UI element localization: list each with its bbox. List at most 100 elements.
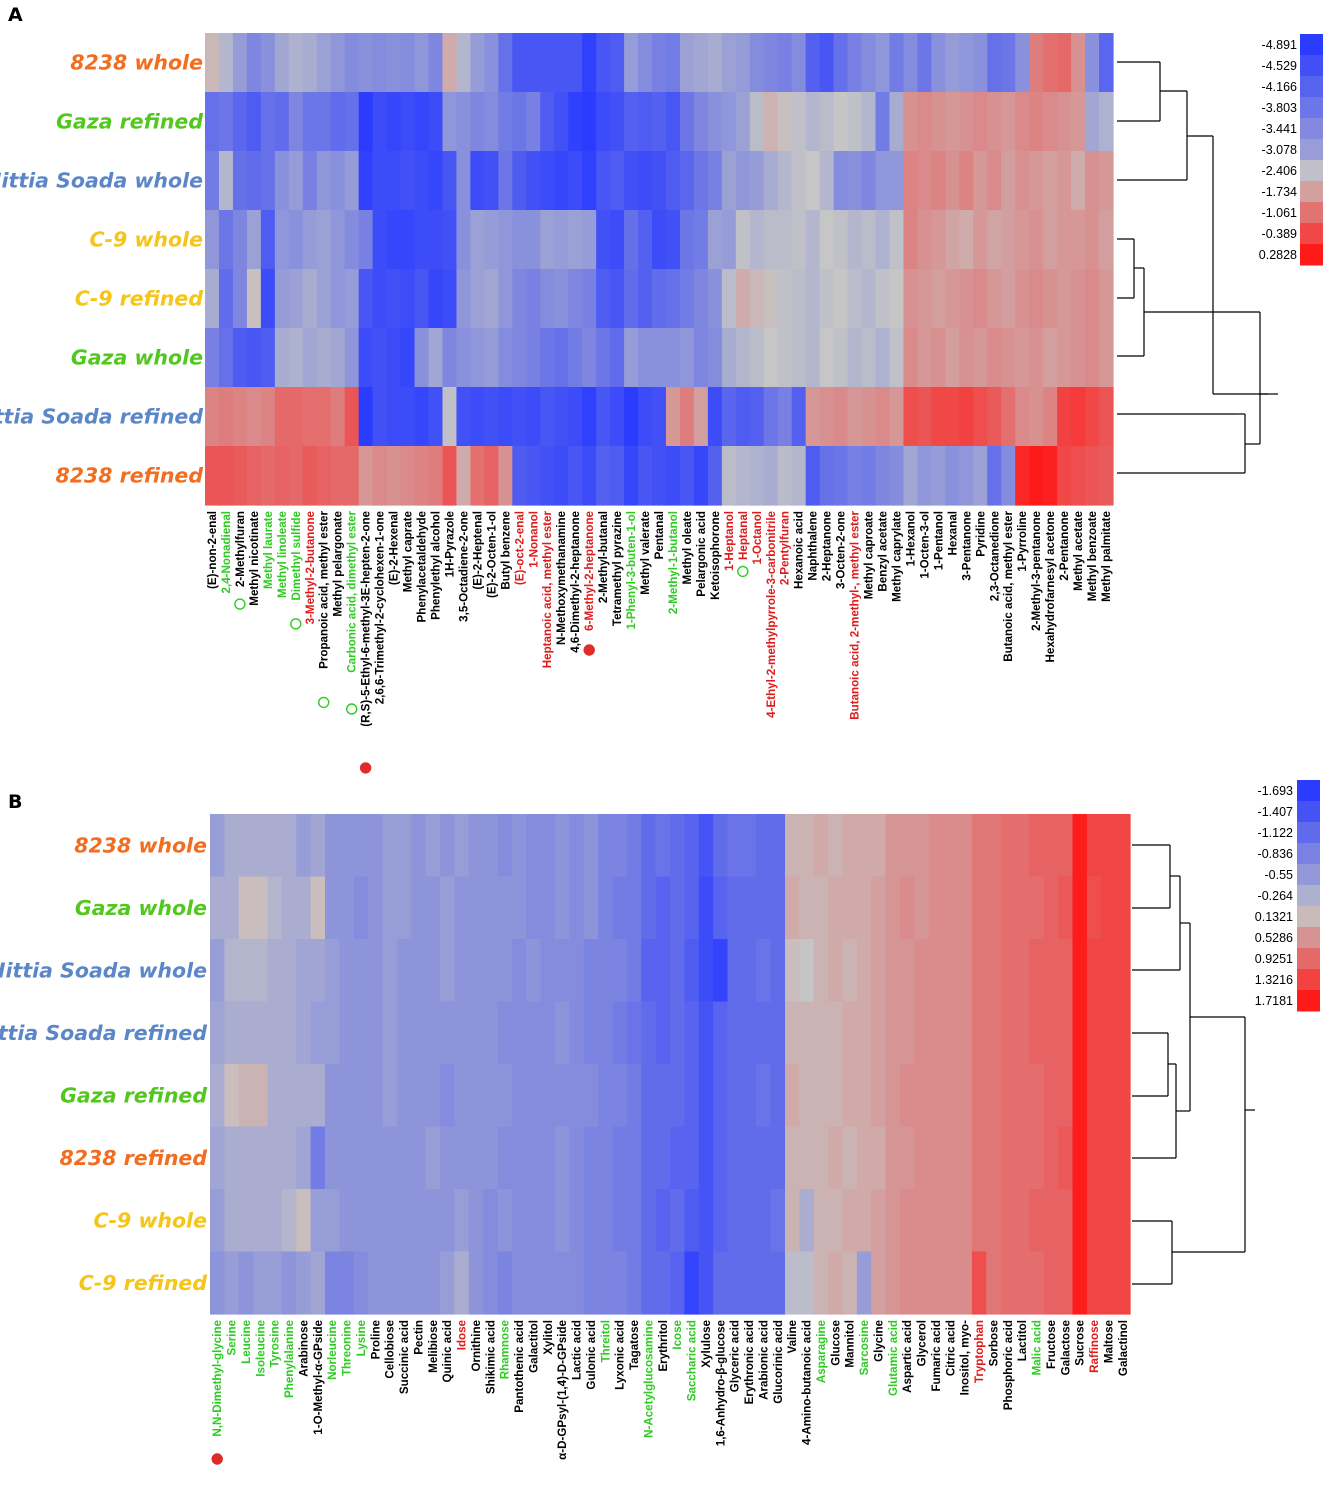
heatmap-cell	[957, 876, 973, 940]
heatmap-cell	[1000, 1189, 1016, 1253]
heatmap-cell	[358, 328, 374, 388]
heatmap-cell	[610, 328, 625, 388]
heatmap-cell	[330, 387, 346, 447]
heatmap-cell	[1099, 328, 1114, 388]
heatmap-cell	[1029, 1064, 1045, 1128]
heatmap-cell	[582, 92, 597, 152]
heatmap-cell	[914, 939, 930, 1003]
heatmap-cell	[555, 1001, 570, 1065]
heatmap-cell	[330, 151, 346, 211]
heatmap-cell	[698, 1001, 714, 1065]
heatmap-cell	[218, 210, 234, 270]
heatmap-cell	[470, 151, 485, 211]
heatmap-cell	[468, 939, 484, 1003]
heatmap-cell	[847, 269, 863, 329]
heatmap-cell	[928, 1064, 944, 1128]
heatmap-cell	[470, 269, 485, 329]
heatmap-cell	[777, 328, 793, 388]
heatmap-cell	[655, 1251, 671, 1315]
heatmap-cell	[777, 387, 793, 447]
heatmap-cell	[805, 328, 821, 388]
heatmap-cell	[626, 1126, 642, 1190]
heatmap-cell	[267, 876, 283, 940]
heatmap-cell	[1057, 151, 1072, 211]
legend-swatch	[1300, 139, 1323, 161]
column-label: (E)-2-Hexenal	[388, 511, 401, 585]
heatmap-cell	[454, 1189, 470, 1253]
heatmap-cell	[1029, 814, 1045, 878]
column-label: N-Methoxymethanamine	[555, 510, 568, 645]
column-label: 1-Octanol	[751, 511, 764, 564]
heatmap-cell	[540, 1251, 556, 1315]
heatmap-cell	[484, 92, 499, 152]
heatmap-cell	[468, 1126, 484, 1190]
heatmap-cell	[232, 92, 248, 152]
heatmap-cell	[428, 269, 444, 329]
heatmap-cell	[770, 1001, 786, 1065]
heatmap-cell	[470, 328, 485, 388]
heatmap-cell	[232, 387, 248, 447]
row-label: 8238 refined	[55, 464, 203, 488]
heatmap-cell	[987, 328, 1002, 388]
heatmap-cell	[971, 939, 987, 1003]
heatmap-cell	[735, 151, 751, 211]
heatmap-cell	[372, 210, 388, 270]
heatmap-cell	[610, 33, 625, 93]
heatmap-cell	[842, 939, 858, 1003]
heatmap-cell	[302, 387, 318, 447]
heatmap-cell	[540, 33, 555, 93]
heatmap-cell	[425, 1251, 441, 1315]
heatmap-cell	[382, 1126, 398, 1190]
heatmap-cell	[612, 1251, 628, 1315]
heatmap-cell	[224, 814, 240, 878]
heatmap-cell	[914, 1064, 930, 1128]
heatmap-cell	[945, 151, 960, 211]
legend-swatch	[1300, 202, 1323, 224]
heatmap-cell	[871, 1001, 887, 1065]
panel-label-b: B	[8, 791, 22, 813]
heatmap-cell	[470, 92, 485, 152]
heatmap-cell	[400, 33, 416, 93]
heatmap-cell	[396, 1064, 412, 1128]
heatmap-cell	[483, 1001, 499, 1065]
heatmap-cell	[805, 151, 821, 211]
heatmap-cell	[885, 814, 901, 878]
heatmap-cell	[281, 1001, 297, 1065]
heatmap-cell	[339, 1189, 355, 1253]
heatmap-cell	[382, 1251, 398, 1315]
heatmap-cell	[721, 151, 737, 211]
heatmap-cell	[442, 446, 458, 506]
heatmap-cell	[386, 446, 402, 506]
heatmap-cell	[1072, 876, 1088, 940]
heatmap-cell	[568, 210, 583, 270]
heatmap-cell	[861, 151, 877, 211]
heatmap-cell	[799, 1126, 815, 1190]
heatmap-cell	[819, 387, 835, 447]
heatmap-cell	[624, 387, 639, 447]
heatmap-cell	[987, 387, 1002, 447]
heatmap-cell	[281, 939, 297, 1003]
heatmap-cell	[763, 92, 779, 152]
heatmap-cell	[756, 1251, 772, 1315]
heatmap-cell	[526, 1251, 542, 1315]
heatmap-cell	[253, 1064, 269, 1128]
heatmap-cell	[741, 1064, 757, 1128]
heatmap-cell	[281, 814, 297, 878]
heatmap-cell	[735, 92, 751, 152]
column-label: Carbonic acid, dimethyl ester	[346, 511, 359, 673]
heatmap-cell	[856, 1189, 872, 1253]
heatmap-cell	[610, 387, 625, 447]
heatmap-cell	[442, 33, 458, 93]
heatmap-cell	[1015, 1189, 1030, 1253]
heatmap-cell	[400, 387, 416, 447]
heatmap-cell	[791, 33, 807, 93]
heatmap-cell	[288, 151, 304, 211]
heatmap-cell	[693, 210, 709, 270]
heatmap-cell	[224, 939, 240, 1003]
heatmap-cell	[540, 151, 555, 211]
column-label: Pantothenic acid	[513, 1320, 526, 1413]
heatmap-cell	[900, 876, 915, 940]
row-label: Gaza whole	[75, 896, 207, 920]
heatmap-cell	[833, 328, 849, 388]
heatmap-cell	[903, 33, 919, 93]
